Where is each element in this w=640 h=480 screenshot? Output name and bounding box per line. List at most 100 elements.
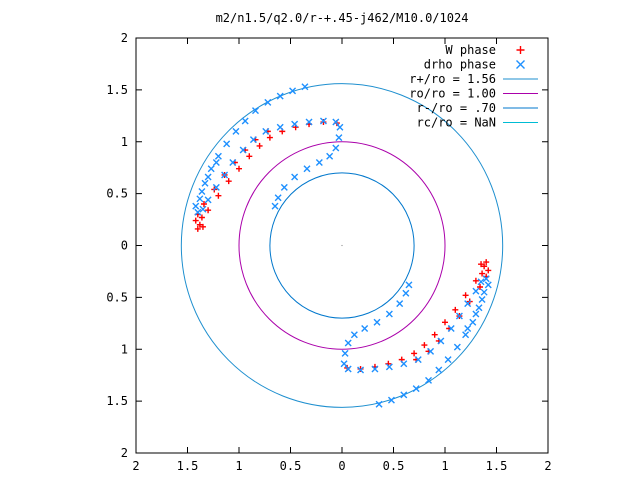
- legend-label: rc/ro = NaN: [417, 116, 496, 130]
- y-tick-label: 0.5: [106, 187, 128, 201]
- drho-phase-point: [303, 165, 311, 173]
- drho-phase-point: [201, 179, 209, 187]
- drho-phase-point: [192, 202, 200, 210]
- x-tick-label: 1: [441, 459, 448, 473]
- drho-phase-point: [482, 275, 490, 283]
- circle-ro-ro: [238, 141, 446, 350]
- drho-phase-point: [340, 360, 348, 368]
- w-phase-point: [431, 331, 438, 338]
- drho-phase-point: [341, 349, 349, 357]
- y-tick-label: 1: [121, 342, 128, 356]
- drho-phase-point: [475, 304, 483, 312]
- drho-phase-point: [344, 365, 352, 373]
- w-phase-point: [442, 319, 448, 326]
- x-tick-label: 0: [338, 459, 345, 473]
- w-phase-point: [225, 178, 232, 185]
- drho-phase-point: [207, 165, 215, 173]
- y-tick-label: 0.5: [106, 290, 128, 304]
- drho-phase-point: [271, 202, 279, 210]
- drho-phase-point: [477, 278, 485, 286]
- x-tick-label: 2: [544, 459, 551, 473]
- w-phase-point: [199, 223, 206, 230]
- drho-phase-point: [357, 366, 365, 374]
- x-tick-label: 1.5: [486, 459, 508, 473]
- drho-phase-point: [232, 127, 240, 135]
- drho-phase-point: [414, 356, 422, 364]
- drho-phase-point: [214, 152, 222, 160]
- drho-phase-point: [204, 196, 212, 204]
- drho-phase-point: [239, 146, 247, 154]
- drho-phase-point: [332, 144, 340, 152]
- y-tick-label: 0: [121, 239, 128, 253]
- drho-phase-point: [262, 127, 270, 135]
- drho-phase-point: [264, 98, 272, 106]
- y-tick-label: 1.5: [106, 83, 128, 97]
- drho-phase-point: [447, 325, 455, 332]
- drho-phase-point: [412, 385, 420, 393]
- drho-phase-point: [350, 331, 358, 339]
- drho-phase-point: [196, 195, 204, 203]
- circle-r-ro: [180, 83, 504, 408]
- w-phase-point: [192, 217, 199, 224]
- chart-title: m2/n1.5/q2.0/r-+.45-j462/M10.0/1024: [216, 11, 469, 25]
- drho-phase-point: [472, 310, 480, 318]
- drho-phase-point: [249, 136, 257, 144]
- drho-phase-point: [425, 376, 433, 384]
- drho-phase-point: [427, 347, 435, 355]
- x-tick-label: 0.5: [383, 459, 405, 473]
- w-phase-point: [256, 142, 263, 149]
- legend-label: ro/ro = 1.00: [409, 87, 496, 101]
- drho-phase-point: [301, 83, 309, 91]
- drho-phase-point: [455, 312, 463, 320]
- y-tick-label: 2: [121, 31, 128, 45]
- drho-phase-point: [402, 289, 410, 297]
- drho-phase-point: [280, 183, 288, 191]
- drho-phase-point: [221, 171, 229, 179]
- drho-phase-point: [385, 310, 393, 318]
- drho-phase-point: [464, 325, 472, 332]
- w-phase-point: [481, 263, 488, 270]
- w-phase-point: [421, 342, 428, 349]
- drho-phase-point: [212, 183, 220, 191]
- w-phase-point: [266, 134, 273, 141]
- center-point: [341, 244, 343, 247]
- w-phase-point: [462, 292, 469, 299]
- x-tick-label: 0.5: [280, 459, 302, 473]
- drho-phase-point: [315, 159, 323, 166]
- w-phase-point: [196, 221, 203, 228]
- legend-swatch: [516, 60, 525, 69]
- w-phase-point: [320, 119, 327, 126]
- w-phase-point: [194, 225, 201, 232]
- legend-label: drho phase: [424, 58, 496, 72]
- drho-phase-point: [241, 117, 249, 125]
- drho-phase-point: [361, 325, 369, 332]
- axis-ticks: 2 1.5 1 0.5 0 0.5 1 1.5 221.510.500.511.52: [106, 31, 551, 473]
- drho-phase-point: [405, 281, 413, 289]
- x-tick-label: 2: [132, 459, 139, 473]
- w-phase-point: [357, 365, 364, 372]
- data-points: [192, 83, 492, 408]
- drho-phase-point: [396, 300, 404, 308]
- y-tick-label: 1.5: [106, 394, 128, 408]
- drho-phase-point: [289, 87, 297, 95]
- drho-phase-point: [336, 123, 344, 131]
- x-tick-label: 1.5: [177, 459, 199, 473]
- drho-phase-point: [274, 194, 282, 202]
- drho-phase-point: [444, 356, 452, 364]
- legend-label: r-/ro = .70: [417, 101, 496, 115]
- drho-phase-point: [400, 391, 408, 399]
- drho-phase-point: [276, 92, 284, 100]
- drho-phase-point: [480, 288, 488, 296]
- drho-phase-point: [291, 173, 299, 181]
- drho-phase-point: [199, 205, 207, 213]
- series-drho-phase: [192, 83, 492, 408]
- drho-phase-point: [229, 159, 237, 166]
- drho-phase-point: [462, 331, 470, 339]
- drho-phase-point: [437, 337, 445, 345]
- drho-phase-point: [464, 300, 472, 308]
- w-phase-point: [215, 192, 222, 199]
- drho-phase-point: [319, 117, 327, 125]
- w-phase-point: [411, 350, 418, 357]
- drho-phase-point: [198, 188, 206, 196]
